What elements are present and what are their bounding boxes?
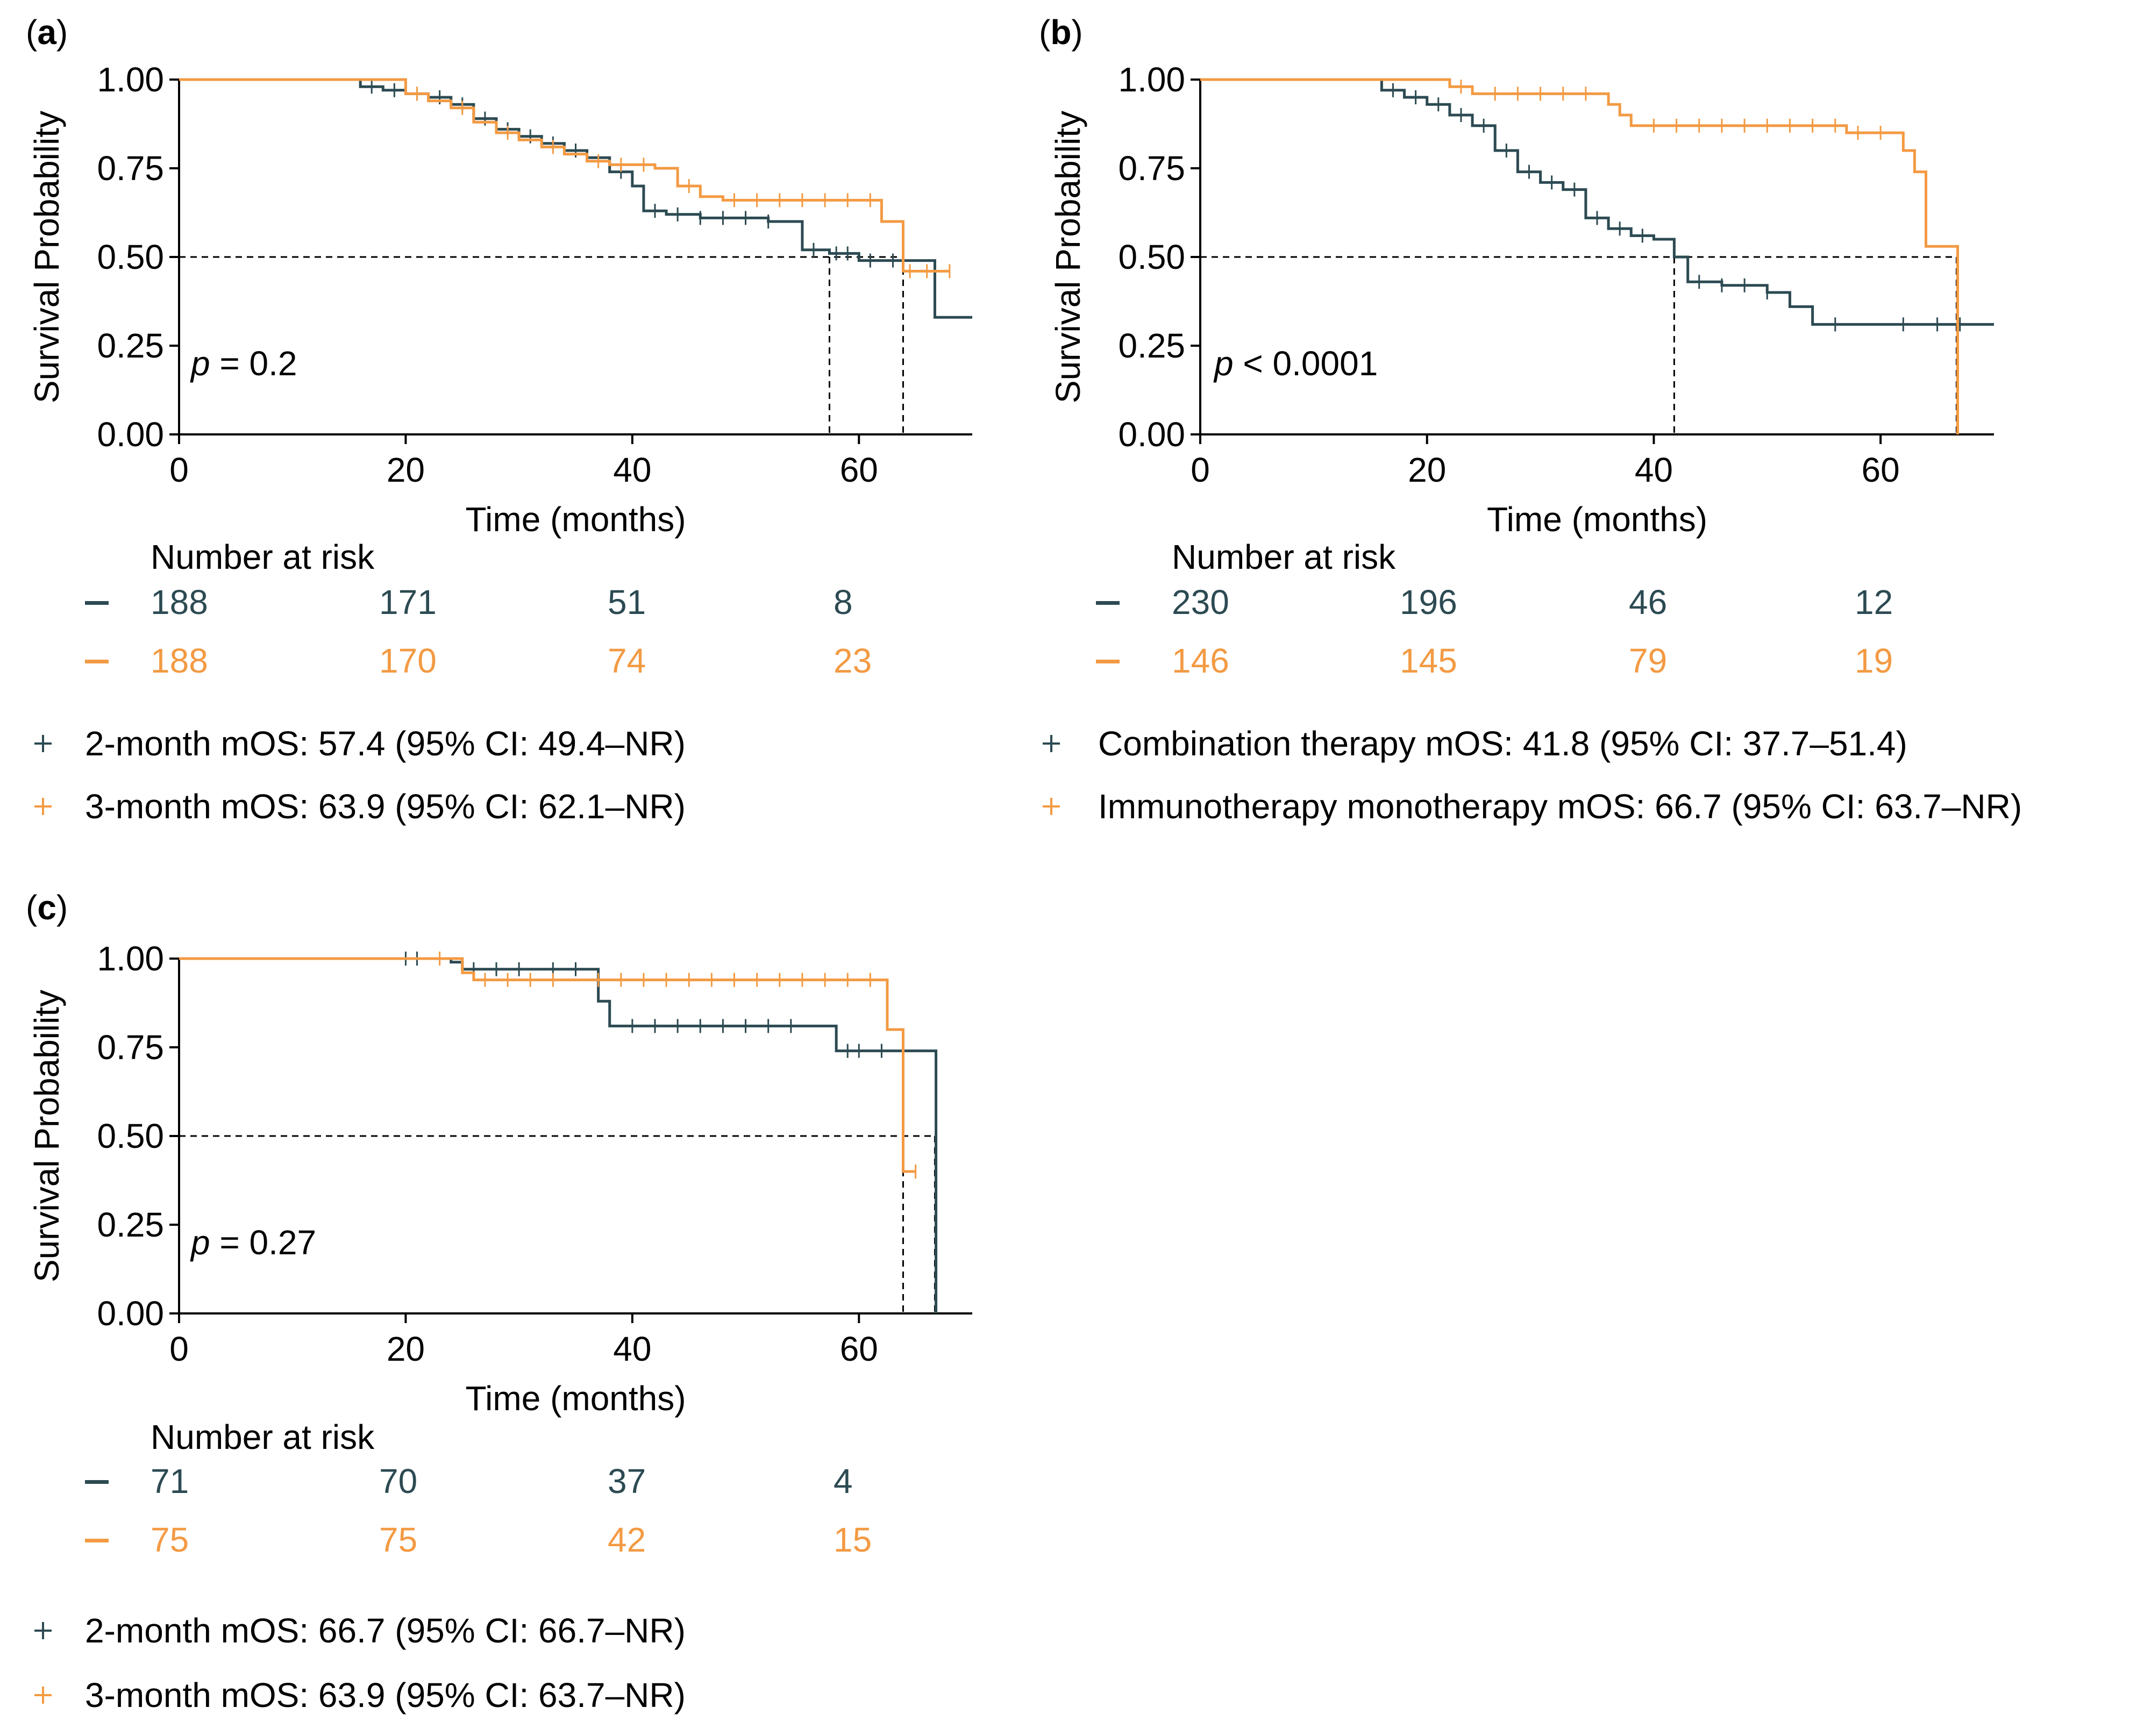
y-tick-label: 0.75	[97, 1028, 164, 1067]
risk-count: 188	[151, 583, 208, 621]
p-value-annotation: p < 0.0001	[1213, 344, 1378, 383]
p-value-annotation: p = 0.2	[190, 344, 297, 383]
risk-count: 37	[608, 1462, 646, 1501]
risk-count: 46	[1629, 583, 1667, 621]
risk-count: 23	[834, 641, 872, 680]
risk-count: 70	[379, 1462, 417, 1501]
survival-curve-series-2	[179, 78, 950, 273]
y-tick-label: 0.25	[1118, 326, 1185, 365]
y-tick-label: 0.50	[1118, 238, 1185, 276]
legend-entry: Immunotherapy monotherapy mOS: 66.7 (95%…	[1098, 787, 2022, 826]
risk-count: 51	[608, 583, 646, 621]
y-tick-label: 0.00	[1118, 415, 1185, 454]
x-tick-label: 20	[1408, 451, 1446, 489]
risk-count: 230	[1172, 583, 1229, 621]
x-axis-label: Time (months)	[1487, 500, 1707, 539]
panel-a: (a) 0.00 0.25 0.50 0.75 1.00 0 20 40 60 Time (mont…	[26, 13, 972, 826]
risk-count: 188	[151, 641, 208, 680]
risk-table-title: Number at risk	[1172, 538, 1396, 576]
risk-count: 145	[1400, 641, 1457, 680]
y-axis-label: Survival Probability	[27, 990, 66, 1282]
x-tick-label: 60	[840, 451, 878, 489]
risk-row-marker	[85, 660, 109, 663]
risk-table-title: Number at risk	[151, 538, 375, 576]
risk-row-marker	[85, 601, 109, 605]
x-tick-label: 40	[1635, 451, 1673, 489]
risk-count: 15	[834, 1520, 872, 1559]
risk-count: 75	[379, 1520, 417, 1559]
y-tick-label: 0.00	[97, 1294, 164, 1333]
x-tick-label: 40	[613, 1330, 651, 1368]
panel-label: (b)	[1039, 13, 1083, 52]
survival-curve-series-1	[1200, 78, 1994, 326]
x-tick-label: 0	[169, 451, 189, 489]
survival-curve-series-2	[179, 957, 916, 1173]
risk-count: 71	[151, 1462, 189, 1501]
risk-count: 146	[1172, 641, 1229, 680]
y-axis-label: Survival Probability	[1049, 111, 1087, 403]
legend-entry: 2-month mOS: 66.7 (95% CI: 66.7–NR)	[85, 1611, 686, 1650]
x-tick-label: 40	[613, 451, 651, 489]
risk-count: 8	[834, 583, 853, 621]
y-tick-label: 0.50	[97, 238, 164, 276]
risk-count: 75	[151, 1520, 189, 1559]
survival-curve-series-2	[1200, 78, 1960, 434]
panel-c: (c) 0.00 0.25 0.50 0.75 1.00 0 20 40 60 Time (mont…	[26, 888, 972, 1714]
panel-b: (b) 0.00 0.25 0.50 0.75 1.00 0 20 40 60 Time (mont…	[1039, 13, 2022, 826]
risk-row-marker	[85, 1539, 109, 1542]
x-tick-label: 20	[387, 451, 425, 489]
x-axis-label: Time (months)	[465, 1379, 686, 1418]
y-tick-label: 0.00	[97, 415, 164, 454]
risk-count: 42	[608, 1520, 646, 1559]
risk-row-marker	[85, 1480, 109, 1484]
risk-count: 74	[608, 641, 646, 680]
y-tick-label: 1.00	[97, 939, 164, 978]
y-tick-label: 0.25	[97, 326, 164, 365]
risk-row-marker	[1096, 601, 1120, 605]
legend-entry: 3-month mOS: 63.9 (95% CI: 63.7–NR)	[85, 1676, 686, 1714]
y-tick-label: 1.00	[97, 60, 164, 99]
panel-label: (c)	[26, 888, 68, 927]
risk-count: 170	[379, 641, 437, 680]
x-tick-label: 0	[1191, 451, 1210, 489]
x-tick-label: 20	[387, 1330, 425, 1368]
y-tick-label: 0.50	[97, 1117, 164, 1155]
survival-curve-series-1	[179, 78, 972, 319]
y-tick-label: 0.25	[97, 1205, 164, 1244]
risk-count: 19	[1855, 641, 1893, 680]
x-tick-label: 60	[1862, 451, 1900, 489]
y-tick-label: 1.00	[1118, 60, 1185, 99]
risk-row-marker	[1096, 660, 1120, 663]
risk-table-title: Number at risk	[151, 1418, 375, 1456]
risk-count: 12	[1855, 583, 1893, 621]
x-tick-label: 60	[840, 1330, 878, 1368]
survival-curve-series-1	[179, 957, 938, 1313]
legend-entry: 3-month mOS: 63.9 (95% CI: 62.1–NR)	[85, 787, 686, 826]
legend-entry: 2-month mOS: 57.4 (95% CI: 49.4–NR)	[85, 724, 686, 763]
risk-count: 79	[1629, 641, 1667, 680]
p-value-annotation: p = 0.27	[190, 1223, 316, 1262]
y-axis-label: Survival Probability	[27, 111, 66, 403]
legend-entry: Combination therapy mOS: 41.8 (95% CI: 3…	[1098, 724, 1907, 763]
x-tick-label: 0	[169, 1330, 189, 1368]
y-tick-label: 0.75	[97, 149, 164, 188]
risk-count: 4	[834, 1462, 853, 1501]
risk-count: 171	[379, 583, 437, 621]
y-tick-label: 0.75	[1118, 149, 1185, 188]
panel-label: (a)	[26, 13, 68, 52]
risk-count: 196	[1400, 583, 1457, 621]
x-axis-label: Time (months)	[465, 500, 686, 539]
